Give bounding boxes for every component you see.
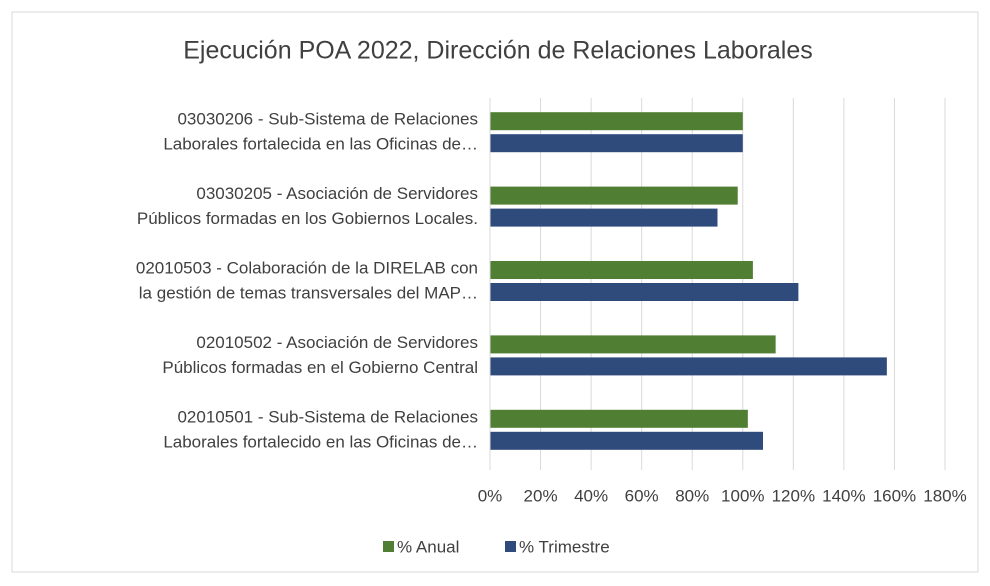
x-tick-label: 80% xyxy=(675,486,709,505)
chart-title: Ejecución POA 2022, Dirección de Relacio… xyxy=(183,37,813,65)
y-tick-label: la gestión de temas transversales del MA… xyxy=(139,283,478,302)
bar xyxy=(490,431,763,450)
x-tick-label: 60% xyxy=(625,486,659,505)
bar xyxy=(490,261,753,279)
x-tick-label: 20% xyxy=(524,486,558,505)
x-tick-label: 160% xyxy=(873,486,916,505)
y-tick-label: 02010502 - Asociación de Servidores xyxy=(196,333,478,352)
bar xyxy=(490,186,738,205)
legend-label: % Trimestre xyxy=(519,537,610,556)
y-tick-label: 03030205 - Asociación de Servidores xyxy=(196,184,478,203)
x-tick-label: 40% xyxy=(574,486,608,505)
bar xyxy=(490,134,743,153)
legend-swatch xyxy=(383,541,394,552)
bar xyxy=(490,335,776,354)
bar xyxy=(490,283,799,301)
x-tick-label: 0% xyxy=(478,486,503,505)
x-tick-label: 120% xyxy=(772,486,815,505)
x-tick-label: 140% xyxy=(822,486,865,505)
y-tick-label: 02010503 - Colaboración de la DIRELAB co… xyxy=(136,258,478,277)
legend-label: % Anual xyxy=(397,537,459,556)
y-tick-label: 02010501 - Sub-Sistema de Relaciones xyxy=(177,407,478,426)
x-tick-label: 180% xyxy=(923,486,966,505)
y-tick-label: Laborales fortalecido en las Oficinas de… xyxy=(163,432,478,451)
bar xyxy=(490,357,887,376)
bar xyxy=(490,112,743,131)
legend-swatch xyxy=(505,541,516,552)
bar xyxy=(490,208,718,227)
bar xyxy=(490,409,748,428)
y-tick-label: Públicos formadas en el Gobierno Central xyxy=(162,358,478,377)
y-tick-label: 03030206 - Sub-Sistema de Relaciones xyxy=(177,110,478,129)
x-tick-label: 100% xyxy=(721,486,764,505)
y-tick-label: Laborales fortalecida en las Oficinas de… xyxy=(163,135,478,154)
y-tick-label: Públicos formadas en los Gobiernos Local… xyxy=(137,209,478,228)
